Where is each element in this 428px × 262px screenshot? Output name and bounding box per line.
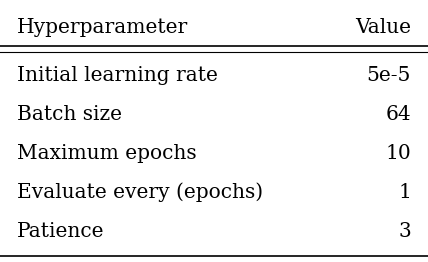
Text: 3: 3	[398, 222, 411, 241]
Text: Hyperparameter: Hyperparameter	[17, 18, 188, 37]
Text: Batch size: Batch size	[17, 105, 122, 124]
Text: Evaluate every (epochs): Evaluate every (epochs)	[17, 182, 263, 202]
Text: 5e-5: 5e-5	[366, 67, 411, 85]
Text: Initial learning rate: Initial learning rate	[17, 67, 218, 85]
Text: Maximum epochs: Maximum epochs	[17, 144, 197, 163]
Text: 10: 10	[385, 144, 411, 163]
Text: Patience: Patience	[17, 222, 104, 241]
Text: 1: 1	[398, 183, 411, 202]
Text: Value: Value	[355, 18, 411, 37]
Text: 64: 64	[385, 105, 411, 124]
